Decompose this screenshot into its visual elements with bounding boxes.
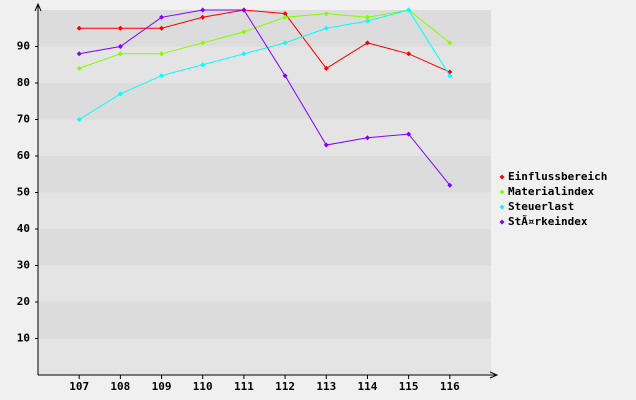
- data-point: [200, 40, 206, 46]
- data-point: [200, 14, 206, 20]
- data-point: [241, 29, 247, 35]
- data-point: [241, 51, 247, 57]
- legend-marker: [499, 204, 505, 210]
- grid-band: [38, 229, 491, 266]
- x-tick-label: 114: [358, 380, 378, 393]
- data-point: [323, 65, 329, 71]
- data-point: [282, 11, 288, 17]
- grid-band: [38, 156, 491, 193]
- grid-band: [38, 83, 491, 120]
- grid-band: [38, 119, 491, 156]
- y-tick-label: 90: [17, 40, 30, 53]
- grid-band: [38, 46, 491, 83]
- y-tick-label: 70: [17, 113, 30, 126]
- data-point: [159, 73, 165, 79]
- y-tick-label: 40: [17, 222, 30, 235]
- data-point: [364, 40, 370, 46]
- y-tick-label: 60: [17, 149, 30, 162]
- data-point: [117, 91, 123, 97]
- x-tick-label: 111: [234, 380, 254, 393]
- data-point: [323, 11, 329, 17]
- data-point: [282, 73, 288, 79]
- legend-marker: [499, 189, 505, 195]
- series-line: [79, 9, 451, 73]
- series-line: [79, 9, 451, 69]
- y-axis-arrow: [34, 2, 42, 12]
- data-point: [282, 40, 288, 46]
- data-point: [117, 25, 123, 31]
- grid-band: [38, 192, 491, 229]
- x-tick-label: 115: [399, 380, 419, 393]
- data-point: [323, 142, 329, 148]
- x-tick-label: 107: [69, 380, 89, 393]
- x-tick-label: 112: [275, 380, 295, 393]
- y-tick-label: 50: [17, 186, 30, 199]
- x-tick-label: 108: [110, 380, 130, 393]
- data-point: [282, 14, 288, 20]
- data-point: [447, 40, 453, 46]
- data-point: [447, 182, 453, 188]
- y-tick-label: 80: [17, 76, 30, 89]
- x-axis-arrow: [489, 371, 499, 379]
- x-tick-label: 113: [316, 380, 336, 393]
- data-point: [406, 51, 412, 57]
- legend-marker: [499, 174, 505, 180]
- data-point: [159, 51, 165, 57]
- x-tick-label: 116: [440, 380, 460, 393]
- data-point: [364, 18, 370, 24]
- grid-band: [38, 338, 491, 375]
- data-point: [117, 44, 123, 49]
- data-point: [159, 14, 165, 20]
- data-point: [159, 25, 165, 31]
- data-point: [406, 7, 412, 13]
- data-point: [364, 14, 370, 20]
- legend-label: Einflussbereich: [508, 170, 607, 183]
- data-point: [200, 62, 206, 68]
- data-point: [76, 117, 82, 122]
- y-tick-label: 30: [17, 259, 30, 272]
- series-line: [79, 9, 451, 186]
- data-point: [406, 131, 412, 137]
- legend-label: StÃ¤rkeindex: [508, 215, 588, 228]
- series-line: [78, 9, 451, 120]
- y-tick-label: 20: [17, 295, 30, 308]
- legend-label: Steuerlast: [508, 200, 574, 213]
- data-point: [447, 73, 453, 79]
- data-point: [76, 51, 82, 57]
- legend-marker: [499, 219, 505, 225]
- x-tick-label: 109: [152, 380, 172, 393]
- grid-band: [38, 265, 491, 302]
- y-tick-label: 10: [17, 332, 30, 345]
- data-point: [364, 135, 370, 141]
- data-point: [200, 7, 206, 13]
- data-point: [76, 65, 82, 71]
- legend-label: Materialindex: [508, 185, 594, 198]
- data-point: [241, 7, 247, 13]
- data-point: [323, 25, 329, 31]
- x-tick-label: 110: [193, 380, 213, 393]
- data-point: [117, 51, 123, 57]
- grid-band: [38, 302, 491, 339]
- data-point: [76, 25, 82, 31]
